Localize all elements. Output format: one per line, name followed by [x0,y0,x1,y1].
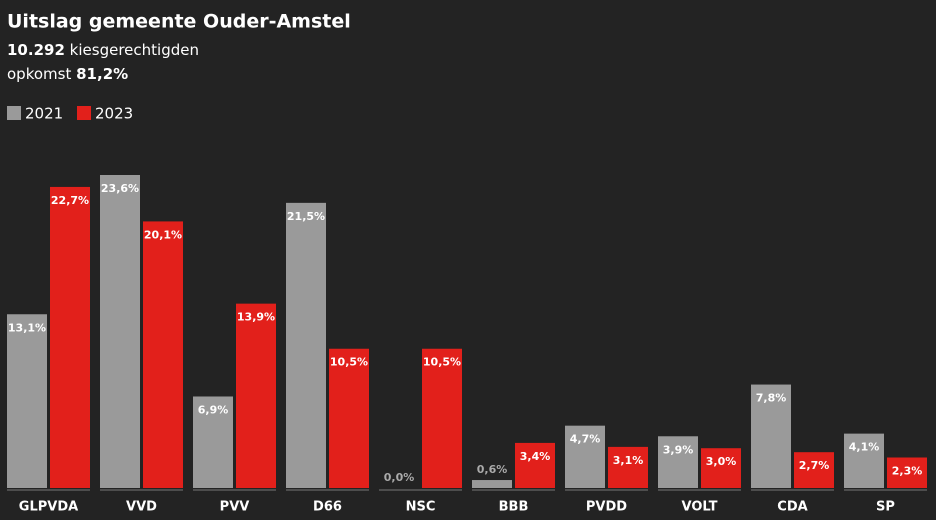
value-label: 3,1% [613,454,644,467]
x-tick-label: PVDD [586,500,627,515]
bar [658,436,698,488]
subtitle: 10.292 kiesgerechtigden [7,41,199,59]
legend-label: 2021 [25,105,63,123]
subtitle: opkomst 81,2% [7,65,128,83]
bar [608,446,648,488]
bar [100,175,140,488]
value-label: 13,9% [237,311,275,324]
value-label: 0,0% [384,471,415,484]
x-tick-label: VVD [126,500,157,515]
turnout: 81,2% [76,65,128,83]
bar [236,303,276,488]
x-tick-label: VOLT [682,500,718,515]
x-tick-label: SP [876,500,895,515]
x-tick-label: GLPVDA [19,500,78,515]
legend-swatch [77,106,91,120]
bar [7,314,47,488]
value-label: 20,1% [144,228,182,241]
bar [286,202,326,489]
bar [751,384,791,488]
x-tick-label: D66 [313,500,342,515]
value-label: 2,3% [892,464,923,477]
value-label: 4,1% [849,441,880,454]
electorate: 10.292 [7,41,65,59]
bar [329,348,369,488]
value-label: 10,5% [423,356,461,369]
bar [422,348,462,488]
x-tick-label: BBB [499,500,529,515]
legend-swatch [7,106,21,120]
bar [143,221,183,488]
x-tick-label: CDA [777,500,807,515]
value-label: 10,5% [330,356,368,369]
value-label: 2,7% [799,459,830,472]
turnout-label: opkomst [7,65,71,83]
value-label: 3,4% [520,450,551,463]
bar [193,396,233,488]
value-label: 0,6% [477,463,508,476]
bar [50,186,90,488]
bar [794,452,834,488]
value-label: 23,6% [101,182,139,195]
value-label: 4,7% [570,433,601,446]
chart-title: Uitslag gemeente Ouder-Amstel [7,11,351,33]
value-label: 3,0% [706,455,737,468]
value-label: 22,7% [51,194,89,207]
bar [515,442,555,488]
electorate-label: kiesgerechtigden [70,41,199,59]
legend-label: 2023 [95,105,133,123]
bar [844,433,884,488]
bar [565,425,605,488]
bar [701,448,741,488]
bar [472,480,512,488]
value-label: 7,8% [756,392,787,405]
value-label: 6,9% [198,403,229,416]
x-tick-label: NSC [406,500,436,515]
value-label: 21,5% [287,210,325,223]
value-label: 13,1% [8,321,46,334]
bar [887,457,927,488]
value-label: 3,9% [663,443,694,456]
x-tick-label: PVV [220,500,250,515]
